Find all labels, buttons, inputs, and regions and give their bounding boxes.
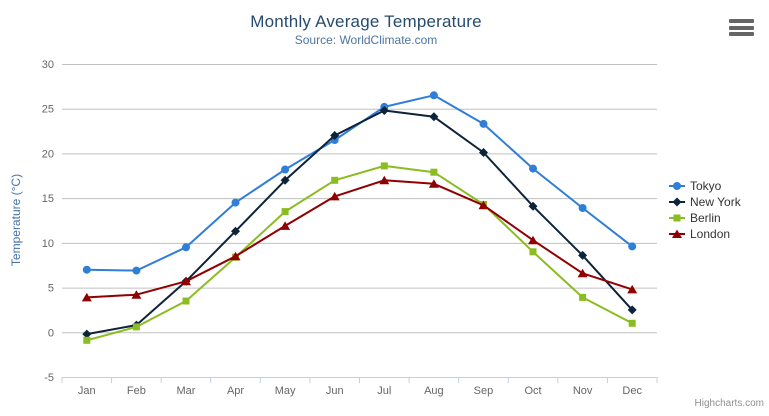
legend-item-london[interactable]: London xyxy=(669,226,741,242)
chart-title: Monthly Average Temperature xyxy=(250,12,482,31)
legend: Tokyo New York Berlin London xyxy=(669,178,741,242)
svg-text:15: 15 xyxy=(42,193,54,205)
circle-legend-marker-icon xyxy=(669,182,685,190)
svg-text:Nov: Nov xyxy=(573,385,593,397)
svg-text:Oct: Oct xyxy=(524,385,541,397)
legend-label: London xyxy=(690,227,731,241)
highcharts-credit-link[interactable]: Highcharts.com xyxy=(694,398,764,409)
svg-text:Dec: Dec xyxy=(622,385,642,397)
svg-text:May: May xyxy=(275,385,296,397)
square-legend-marker-icon xyxy=(669,214,685,222)
hamburger-menu-icon xyxy=(729,25,754,30)
triangle-legend-marker-icon xyxy=(669,229,685,238)
legend-label: Tokyo xyxy=(690,179,722,193)
svg-text:30: 30 xyxy=(42,59,54,71)
export-menu-button[interactable] xyxy=(729,19,754,36)
legend-label: New York xyxy=(690,195,741,209)
svg-text:Mar: Mar xyxy=(176,385,195,397)
svg-text:Aug: Aug xyxy=(424,385,444,397)
legend-item-berlin[interactable]: Berlin xyxy=(669,210,741,226)
legend-item-new-york[interactable]: New York xyxy=(669,194,741,210)
svg-text:25: 25 xyxy=(42,104,54,116)
svg-text:Sep: Sep xyxy=(474,385,494,397)
diamond-legend-marker-icon xyxy=(669,197,685,207)
svg-text:Apr: Apr xyxy=(227,385,244,397)
hamburger-menu-icon xyxy=(729,19,754,23)
svg-text:0: 0 xyxy=(48,327,54,339)
svg-text:20: 20 xyxy=(42,148,54,160)
svg-text:Jul: Jul xyxy=(377,385,391,397)
svg-text:Jan: Jan xyxy=(78,385,96,397)
svg-text:10: 10 xyxy=(42,238,54,250)
hamburger-menu-icon xyxy=(729,32,754,36)
legend-item-tokyo[interactable]: Tokyo xyxy=(669,178,741,194)
svg-text:Feb: Feb xyxy=(127,385,146,397)
legend-label: Berlin xyxy=(690,211,721,225)
svg-text:-5: -5 xyxy=(44,372,54,384)
svg-text:5: 5 xyxy=(48,283,54,295)
svg-text:Jun: Jun xyxy=(326,385,344,397)
chart-subtitle: Source: WorldClimate.com xyxy=(294,33,438,47)
